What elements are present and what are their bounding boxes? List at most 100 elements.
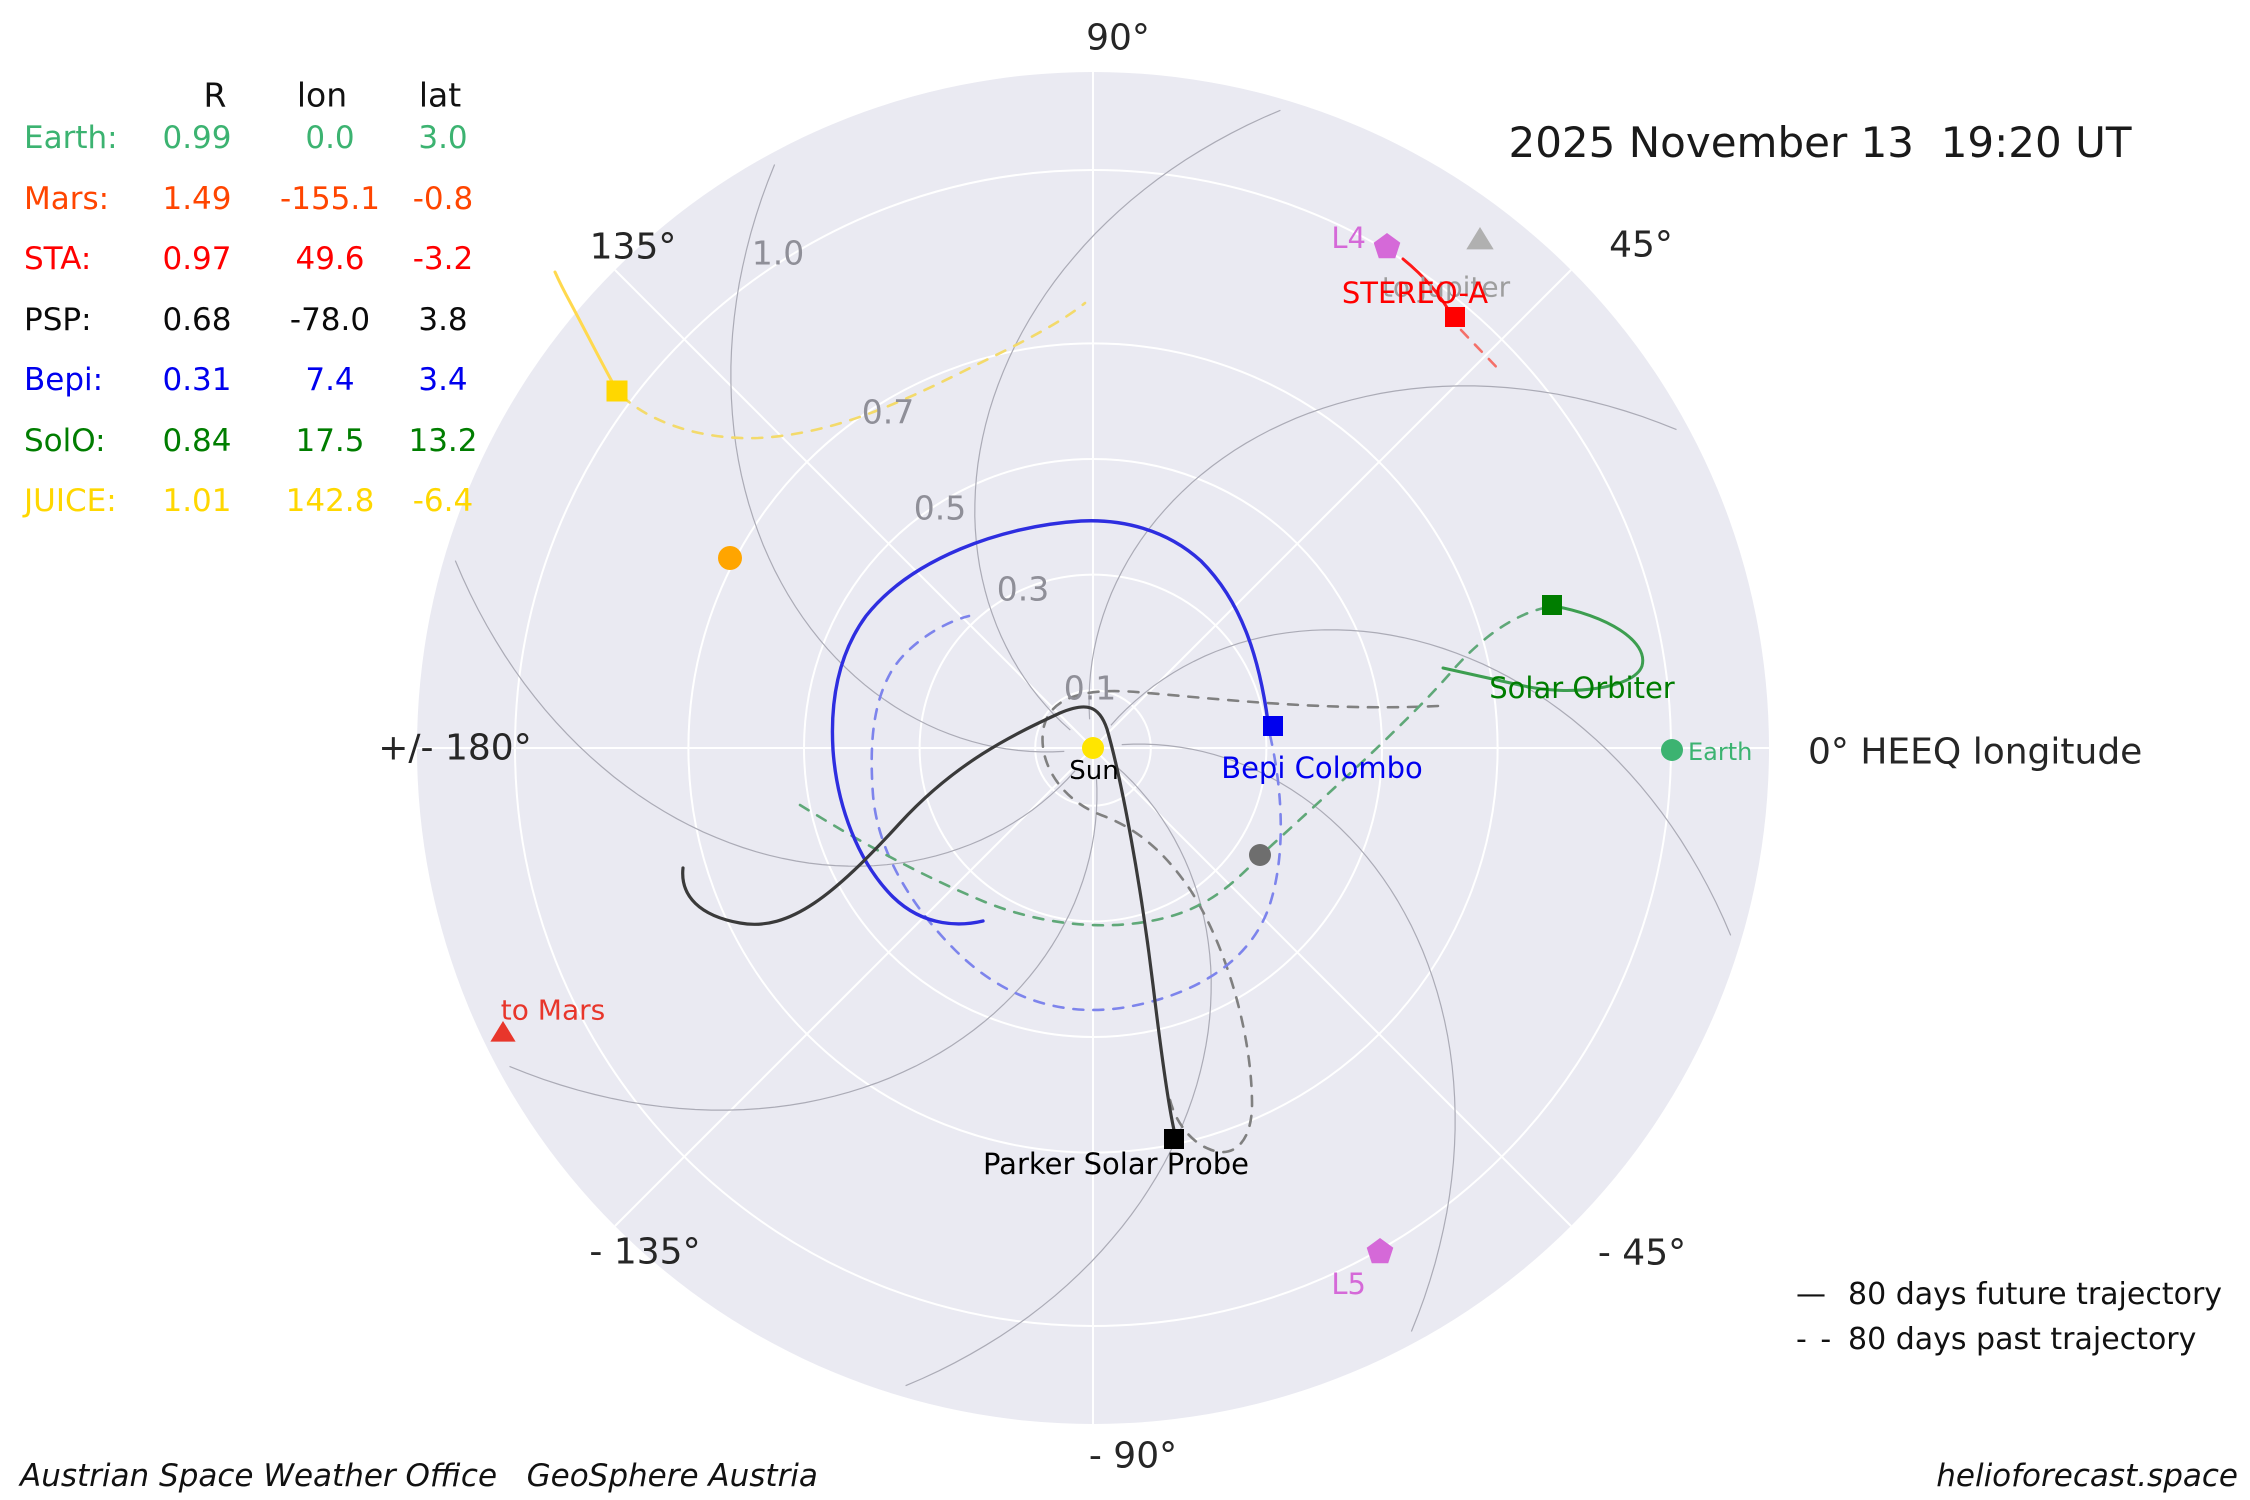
label-l5: L5 [1331,1267,1366,1301]
trajectory-psp-future [681,705,1176,1132]
angle-tick-label: 45° [1609,225,1673,266]
radial-tick-label: 0.3 [997,570,1049,609]
parker-spiral [454,560,1076,867]
table-cell-JUICE-lon: 142.8 [285,483,375,519]
table-cell-Mars-lat: -0.8 [412,180,474,217]
legend-row-future: — 80 days future trajectory [1796,1272,2222,1317]
label-sun: Sun [1069,756,1118,786]
radial-tick-label: 0.1 [1064,669,1116,708]
label-bepi-colombo: Bepi Colombo [1221,751,1423,785]
table-cell-STA-lon: 49.6 [295,241,365,277]
label-parker-solar-probe: Parker Solar Probe [983,1147,1249,1181]
marker-l5 [1366,1238,1394,1264]
marker-earth [1661,739,1683,761]
marker-jupiter-direction [1466,227,1494,250]
trajectory-juice-future [553,270,617,389]
radial-tick-label: 0.7 [862,393,914,432]
grid-ring [687,342,1499,1154]
table-cell-Bepi-lon: 7.4 [305,362,355,398]
table-cell-SolO-lat: 13.2 [408,422,478,459]
legend-past-label: 80 days past trajectory [1848,1322,2197,1357]
solid-line-icon: — [1796,1277,1828,1312]
marker-solar-orbiter [1542,595,1562,615]
marker-sun [1082,737,1104,759]
parker-spiral [1088,385,1677,720]
marker-juice [606,380,628,402]
radial-tick-label: 0.5 [914,489,966,528]
table-cell-Earth-R: 0.99 [162,120,232,156]
marker-bepi-colombo [1263,716,1283,736]
table-cell-STA-R: 0.97 [162,241,232,277]
label-jupiter-direction: to Jupiter [1382,271,1511,304]
table-cell-Earth-lon: 0.0 [305,120,355,156]
trajectory-sta-past [1459,328,1503,374]
legend-row-past: - - 80 days past trajectory [1796,1317,2222,1362]
label-mars-direction: to Mars [501,994,605,1027]
parker-spiral [1121,743,1456,1332]
table-cell-STA-lat: -3.2 [412,241,474,277]
angle-tick-label: - 135° [589,1232,700,1273]
label-earth: Earth [1688,738,1752,766]
marker-venus [718,546,742,570]
trajectory-psp-past [1041,689,1440,1154]
table-cell-PSP-lat: 3.8 [418,301,468,338]
table-cell-JUICE-lat: -6.4 [412,483,474,519]
grid-ring [803,458,1383,1038]
table-header-R: R [203,75,227,115]
table-cell-PSP-lon: -78.0 [289,301,371,338]
grid-spoke [614,747,1094,1227]
table-cell-JUICE-R: 1.01 [162,483,232,519]
label-stereo-a: STEREO-A [1342,276,1488,310]
grid-spoke [1092,747,1572,1227]
marker-parker-solar-probe [1164,1129,1184,1149]
radial-tick-label: 1.0 [752,234,804,273]
grid-spoke [1092,269,1572,749]
table-row-label-SolO: SolO: [24,422,106,459]
marker-mercury [1249,844,1271,866]
table-cell-Bepi-lat: 3.4 [418,362,468,398]
legend-future-label: 80 days future trajectory [1848,1277,2223,1312]
table-row-label-Earth: Earth: [24,120,118,156]
attribution-text: Austrian Space Weather Office GeoSphere … [20,1458,818,1494]
table-cell-SolO-R: 0.84 [162,422,232,459]
table-row-label-Bepi: Bepi: [24,362,104,398]
table-cell-Earth-lat: 3.0 [418,120,468,156]
table-cell-SolO-lon: 17.5 [295,422,365,459]
angle-tick-label: 0° HEEQ longitude [1808,732,2142,773]
chart-title: 2025 November 13 19:20 UT [1508,118,2132,167]
trajectory-legend: — 80 days future trajectory - - 80 days … [1796,1272,2222,1362]
table-row-label-PSP: PSP: [24,301,92,338]
label-l4: L4 [1331,221,1366,255]
table-row-label-Mars: Mars: [24,180,110,217]
grid-spoke [614,269,1094,749]
trajectory-solo-future [1441,604,1645,692]
trajectory-solo-past [798,605,1551,927]
table-cell-Bepi-R: 0.31 [162,362,232,398]
angle-tick-label: +/- 180° [378,728,531,769]
table-cell-Mars-lon: -155.1 [280,180,380,217]
marker-mars-direction [490,1021,516,1042]
parker-spiral [905,765,1212,1387]
parker-spiral [1110,629,1732,936]
table-header-lon: lon [296,75,348,115]
marker-l4 [1373,233,1401,259]
trajectory-bepi-future [830,519,1270,926]
angle-tick-label: - 90° [1089,1436,1177,1477]
dashed-line-icon: - - [1796,1322,1834,1357]
marker-stereo-a [1445,307,1465,327]
parker-spiral [730,164,1065,753]
table-row-label-STA: STA: [24,241,92,277]
website-text: helioforecast.space [1936,1458,2238,1494]
parker-spiral [974,109,1281,731]
grid-ring [918,573,1268,923]
label-solar-orbiter: Solar Orbiter [1489,671,1675,705]
angle-tick-label: 135° [590,227,677,268]
table-cell-Mars-R: 1.49 [162,180,232,217]
angle-tick-label: - 45° [1598,1233,1686,1274]
angle-tick-label: 90° [1086,18,1150,59]
table-cell-PSP-R: 0.68 [162,301,232,338]
trajectory-juice-past [620,301,1087,440]
parker-spiral [509,776,1098,1111]
